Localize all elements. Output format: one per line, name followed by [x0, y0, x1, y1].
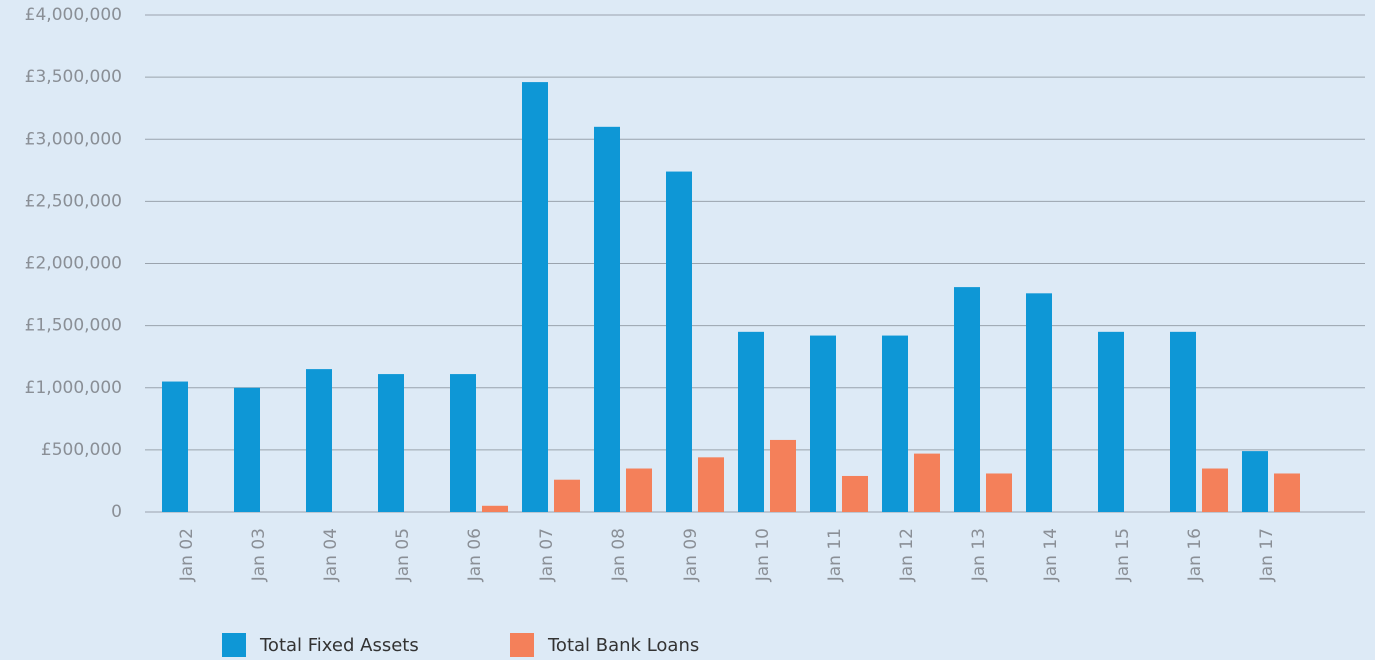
x-tick-label: Jan 10 [753, 528, 773, 582]
x-tick-label: Jan 03 [249, 528, 269, 582]
bar [986, 473, 1012, 512]
y-tick-label: £2,500,000 [25, 191, 122, 211]
bar [594, 126, 620, 512]
bar [770, 439, 796, 512]
bar [162, 381, 188, 512]
x-tick-label: Jan 06 [465, 528, 485, 582]
y-tick-label: £2,000,000 [25, 254, 122, 274]
x-tick-label: Jan 04 [321, 528, 341, 582]
legend-label: Total Bank Loans [547, 635, 699, 656]
bar [522, 82, 548, 512]
bar [1274, 473, 1300, 512]
bar [378, 374, 404, 512]
bar [554, 479, 580, 512]
bar [914, 453, 940, 512]
y-tick-label: £1,000,000 [25, 378, 122, 398]
bar [842, 475, 868, 512]
bar [450, 374, 476, 512]
x-tick-label: Jan 09 [681, 528, 701, 582]
bar [1098, 331, 1124, 512]
bar [1202, 468, 1228, 512]
bar [738, 331, 764, 512]
y-tick-label: £4,000,000 [25, 5, 122, 25]
bar [1242, 451, 1268, 512]
legend-label: Total Fixed Assets [259, 635, 419, 656]
x-tick-label: Jan 13 [969, 528, 989, 582]
y-tick-label: £3,000,000 [25, 129, 122, 149]
bar [810, 335, 836, 512]
x-tick-label: Jan 12 [897, 528, 917, 582]
bar [1170, 331, 1196, 512]
x-tick-label: Jan 14 [1041, 528, 1061, 582]
legend-swatch [222, 633, 246, 657]
y-tick-label: 0 [111, 502, 122, 522]
bar [626, 468, 652, 512]
x-tick-label: Jan 17 [1257, 528, 1277, 582]
bar [954, 287, 980, 512]
bar [1026, 293, 1052, 512]
y-tick-label: £1,500,000 [25, 316, 122, 336]
legend-swatch [510, 633, 534, 657]
y-tick-label: £500,000 [41, 440, 122, 460]
y-tick-label: £3,500,000 [25, 67, 122, 87]
bar [698, 457, 724, 512]
x-tick-label: Jan 05 [393, 528, 413, 582]
x-tick-label: Jan 02 [177, 528, 197, 582]
bar [234, 387, 260, 512]
bar [306, 369, 332, 512]
x-tick-label: Jan 07 [537, 528, 557, 582]
x-tick-label: Jan 15 [1113, 528, 1133, 582]
bar [666, 171, 692, 512]
x-tick-label: Jan 11 [825, 528, 845, 582]
bar [882, 335, 908, 512]
bar [482, 505, 508, 512]
x-tick-label: Jan 16 [1185, 528, 1205, 582]
x-tick-label: Jan 08 [609, 528, 629, 582]
